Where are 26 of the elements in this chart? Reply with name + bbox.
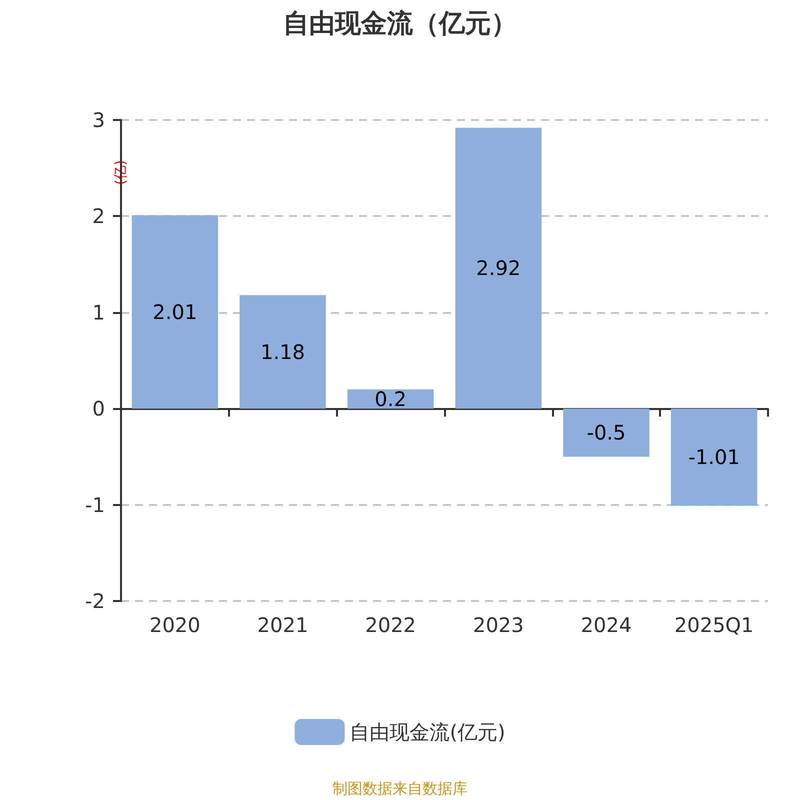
x-tick-label: 2022 — [365, 613, 416, 637]
y-tick-label: -1 — [85, 492, 105, 517]
bar — [240, 295, 326, 409]
bar — [455, 128, 542, 409]
bar — [132, 215, 218, 409]
data-label: 0.2 — [374, 386, 406, 411]
x-tick-label: 2024 — [580, 613, 632, 637]
y-tick-label: 1 — [92, 300, 105, 324]
data-label: -1.01 — [688, 445, 740, 470]
data-label: -0.5 — [586, 420, 626, 445]
data-label: 2.01 — [152, 300, 198, 324]
x-tick-label: 2020 — [149, 613, 200, 637]
data-label: 2.92 — [476, 256, 521, 280]
bar — [563, 408, 650, 457]
data-label: 1.18 — [260, 340, 306, 364]
chart-title: 自由现金流（亿元） — [283, 9, 517, 39]
bar — [670, 408, 758, 506]
y-tick-label: 0 — [92, 396, 105, 421]
legend-label: 自由现金流(亿元) — [350, 720, 506, 744]
x-tick-label: 2025Q1 — [674, 613, 754, 637]
x-tick-label: 2023 — [472, 613, 524, 637]
text: 制图数据来自数据库 — [332, 780, 468, 798]
y-tick-label: 3 — [92, 108, 105, 132]
y-tick-label: 2 — [92, 204, 105, 228]
y-tick-label: -2 — [85, 589, 105, 613]
x-tick-label: 2021 — [257, 613, 308, 637]
